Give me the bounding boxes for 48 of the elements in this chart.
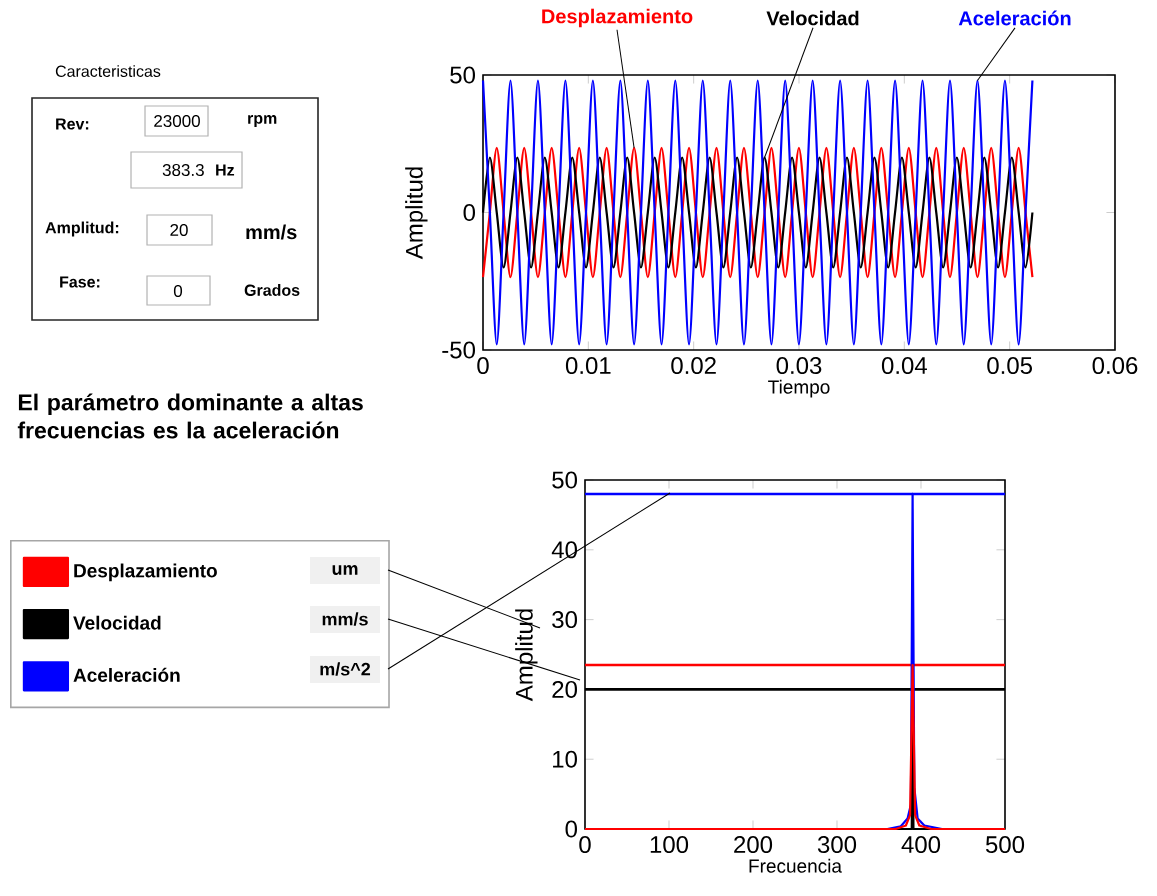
- y-tick-label: 40: [551, 541, 577, 559]
- text: 0: [173, 285, 183, 298]
- text: mm/s: [246, 224, 297, 240]
- text: Caracteristicas: [55, 65, 161, 77]
- y-tick-label: 50: [450, 66, 476, 84]
- text: Velocidad: [766, 10, 859, 26]
- text: Amplitud:: [45, 221, 119, 237]
- text: El parámetro dominante a altas frecuencias es la aceleración: [17, 393, 363, 439]
- x-tick-label: 0.03: [776, 357, 822, 375]
- x-tick-label: 0.05: [987, 357, 1032, 375]
- text: Desplazamiento: [542, 8, 693, 28]
- text: Aceleración: [958, 10, 1071, 26]
- x-tick-label: 0.04: [881, 357, 927, 375]
- x-tick-label: 0.06: [1092, 357, 1138, 375]
- x-tick-label: 400: [901, 836, 941, 854]
- y-tick-label: 0: [565, 820, 578, 838]
- text: Hz: [216, 164, 235, 176]
- text: mm/s: [322, 612, 368, 626]
- text: Rev:: [56, 118, 89, 130]
- y-tick-label: 20: [552, 680, 577, 698]
- text: 383.3: [162, 164, 204, 177]
- y-tick-label: 0: [463, 204, 476, 221]
- text: m/s^2: [320, 662, 371, 676]
- text: 23000: [154, 115, 200, 128]
- y-tick-label: 30: [552, 611, 577, 629]
- x-tick-label: 500: [985, 836, 1025, 854]
- x-tick-label: 0: [477, 357, 489, 375]
- legend-label: Desplazamiento: [74, 563, 217, 582]
- text: um: [332, 565, 358, 575]
- text: rpm: [248, 115, 277, 127]
- y-tick-label: 50: [552, 471, 577, 489]
- legend-label: Velocidad: [73, 615, 161, 630]
- x-tick-label: 0.01: [565, 357, 611, 375]
- y-axis-title: Amplitud: [515, 609, 538, 702]
- x-tick-label: 100: [650, 836, 689, 854]
- y-tick-label: 10: [553, 750, 577, 768]
- legend-label: Aceleración: [73, 667, 180, 682]
- text: 20: [170, 224, 188, 237]
- y-axis-title: Amplitud: [405, 167, 428, 260]
- y-tick-label: -50: [442, 341, 476, 359]
- x-tick-label: 300: [817, 836, 857, 854]
- text: Grados: [244, 284, 300, 296]
- x-tick-label: 0.02: [671, 357, 716, 375]
- x-axis-title: Frecuencia: [749, 858, 842, 873]
- x-axis-title: Tiempo: [768, 379, 830, 398]
- text: Fase:: [60, 276, 100, 288]
- x-tick-label: 200: [734, 836, 773, 854]
- x-tick-label: 0: [579, 836, 591, 854]
